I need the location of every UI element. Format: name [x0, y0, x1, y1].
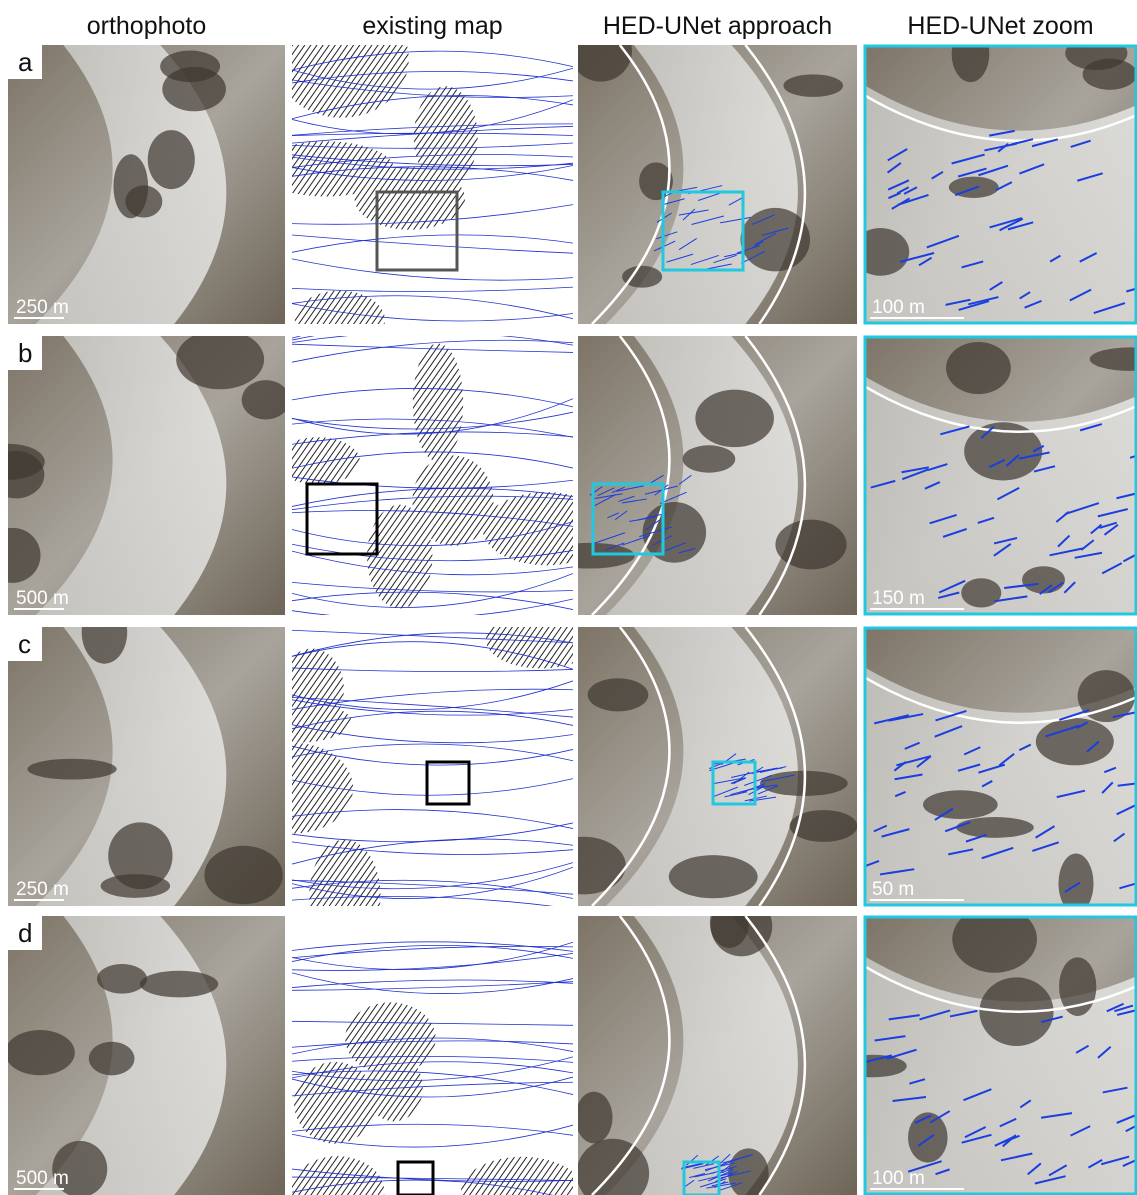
rock — [1036, 718, 1114, 765]
rock — [27, 759, 116, 780]
panel — [276, 315, 611, 619]
rock — [588, 678, 649, 711]
rock — [1022, 566, 1065, 593]
panel — [234, 612, 596, 952]
rock — [1065, 36, 1127, 70]
panel: 50 m — [864, 627, 1137, 914]
rock — [783, 74, 843, 97]
rock — [204, 846, 282, 904]
rock — [956, 817, 1034, 838]
column-header: HED-UNet zoom — [907, 12, 1093, 40]
rock — [162, 67, 226, 111]
rock — [89, 1042, 135, 1076]
rock — [97, 964, 147, 994]
panel-content: 100 m — [852, 26, 1137, 324]
panel — [290, 916, 583, 1195]
panel-content — [570, 20, 857, 324]
scale-label: 100 m — [872, 1168, 925, 1189]
row-label: c — [18, 629, 31, 659]
panel — [570, 20, 857, 324]
rock — [140, 971, 218, 998]
map-rock — [412, 455, 493, 545]
panel — [545, 336, 857, 615]
panel — [541, 627, 857, 906]
panel: 500 m b — [0, 329, 290, 615]
panel-content: 150 m — [864, 336, 1137, 615]
panel-content — [541, 627, 857, 906]
column-header: orthophoto — [87, 12, 207, 40]
rock — [176, 329, 264, 389]
map-rock — [413, 343, 463, 461]
panel — [575, 896, 857, 1195]
scale-label: 150 m — [872, 588, 925, 609]
map-rock — [414, 86, 478, 188]
panel-content — [545, 336, 857, 615]
panel-content: 50 m — [864, 627, 1137, 914]
rock — [101, 874, 171, 898]
rock — [695, 390, 774, 448]
panel-content: 100 m — [840, 905, 1137, 1195]
rock — [669, 855, 758, 898]
row-label: a — [18, 47, 33, 77]
figure: orthophoto existing map HED-UNet approach H… — [0, 0, 1137, 1195]
rock — [622, 266, 662, 288]
rock — [148, 130, 195, 189]
column-header: HED-UNet approach — [603, 12, 832, 40]
rock — [683, 445, 736, 472]
panel-content — [575, 896, 857, 1195]
rock — [5, 1030, 75, 1075]
rock — [961, 578, 1001, 607]
column-header: existing map — [362, 12, 502, 40]
map-rock — [294, 1062, 376, 1144]
panel: 250 m c — [8, 601, 285, 906]
map-rock — [276, 437, 360, 484]
panel-content — [258, 0, 573, 349]
scale-label: 500 m — [16, 588, 69, 609]
panel-content: 250 m c — [8, 601, 285, 906]
panel — [258, 0, 573, 349]
scale-label: 50 m — [872, 879, 914, 900]
rock — [852, 228, 909, 276]
rock — [242, 380, 290, 419]
scale-label: 250 m — [16, 297, 69, 318]
rock — [775, 520, 846, 570]
scale-label: 500 m — [16, 1168, 69, 1189]
panel: 500 m d — [5, 916, 285, 1195]
panel-content — [276, 315, 611, 619]
scale-label: 250 m — [16, 879, 69, 900]
panel: 100 m — [852, 26, 1137, 324]
rock — [575, 1092, 612, 1144]
panel-content: 250 m a — [8, 45, 285, 324]
row-label: b — [18, 338, 32, 368]
rock — [908, 1112, 948, 1162]
scale-label: 100 m — [872, 297, 925, 318]
panel-content — [290, 916, 583, 1195]
panel: 250 m a — [8, 45, 285, 324]
panel-content: 500 m b — [0, 329, 290, 615]
panel: 150 m — [864, 336, 1137, 615]
row-label: d — [18, 918, 32, 948]
rock — [923, 790, 998, 819]
panel-content — [234, 612, 596, 952]
panel: 100 m — [840, 905, 1137, 1195]
rock — [946, 342, 1011, 394]
rock — [113, 154, 148, 218]
map-bg — [292, 916, 573, 1195]
panel-content: 500 m d — [5, 916, 285, 1195]
